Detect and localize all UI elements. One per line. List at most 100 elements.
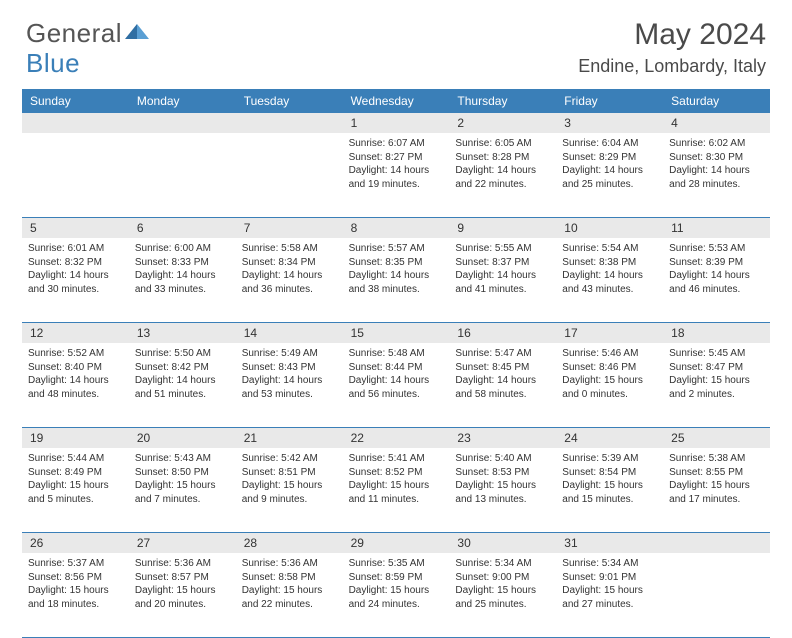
calendar-cell: Sunrise: 6:02 AMSunset: 8:30 PMDaylight:…	[663, 133, 770, 217]
day-number: 23	[449, 428, 556, 448]
day2-text: and 43 minutes.	[562, 283, 657, 297]
cell-content: Sunrise: 6:02 AMSunset: 8:30 PMDaylight:…	[669, 137, 764, 191]
sunset-text: Sunset: 8:51 PM	[242, 466, 337, 480]
cell-content: Sunrise: 5:34 AMSunset: 9:00 PMDaylight:…	[455, 557, 550, 611]
weekday-tuesday: Tuesday	[236, 89, 343, 113]
cell-content: Sunrise: 5:36 AMSunset: 8:57 PMDaylight:…	[135, 557, 230, 611]
cell-content: Sunrise: 5:42 AMSunset: 8:51 PMDaylight:…	[242, 452, 337, 506]
day1-text: Daylight: 15 hours	[242, 479, 337, 493]
day-number: 31	[556, 533, 663, 553]
day-number: 3	[556, 113, 663, 133]
sunset-text: Sunset: 8:45 PM	[455, 361, 550, 375]
day1-text: Daylight: 14 hours	[28, 269, 123, 283]
day1-text: Daylight: 15 hours	[135, 479, 230, 493]
sunrise-text: Sunrise: 5:49 AM	[242, 347, 337, 361]
cell-content: Sunrise: 5:48 AMSunset: 8:44 PMDaylight:…	[349, 347, 444, 401]
day2-text: and 5 minutes.	[28, 493, 123, 507]
sunrise-text: Sunrise: 5:39 AM	[562, 452, 657, 466]
day1-text: Daylight: 15 hours	[349, 584, 444, 598]
calendar: Sunday Monday Tuesday Wednesday Thursday…	[22, 89, 770, 638]
daynum-row: 262728293031	[22, 533, 770, 553]
cell-content: Sunrise: 5:52 AMSunset: 8:40 PMDaylight:…	[28, 347, 123, 401]
brand-text-1: General	[26, 18, 122, 49]
calendar-cell: Sunrise: 5:42 AMSunset: 8:51 PMDaylight:…	[236, 448, 343, 532]
daynum-row: 12131415161718	[22, 323, 770, 343]
day2-text: and 25 minutes.	[455, 598, 550, 612]
day1-text: Daylight: 15 hours	[669, 479, 764, 493]
calendar-cell: Sunrise: 5:53 AMSunset: 8:39 PMDaylight:…	[663, 238, 770, 322]
sunset-text: Sunset: 8:42 PM	[135, 361, 230, 375]
sunrise-text: Sunrise: 6:05 AM	[455, 137, 550, 151]
sunrise-text: Sunrise: 5:50 AM	[135, 347, 230, 361]
sunset-text: Sunset: 8:59 PM	[349, 571, 444, 585]
cell-content: Sunrise: 5:43 AMSunset: 8:50 PMDaylight:…	[135, 452, 230, 506]
cell-content: Sunrise: 5:45 AMSunset: 8:47 PMDaylight:…	[669, 347, 764, 401]
sunset-text: Sunset: 8:28 PM	[455, 151, 550, 165]
day2-text: and 19 minutes.	[349, 178, 444, 192]
day1-text: Daylight: 14 hours	[135, 269, 230, 283]
sunrise-text: Sunrise: 6:07 AM	[349, 137, 444, 151]
cell-content: Sunrise: 6:07 AMSunset: 8:27 PMDaylight:…	[349, 137, 444, 191]
day-number: 21	[236, 428, 343, 448]
weekday-friday: Friday	[556, 89, 663, 113]
sunrise-text: Sunrise: 5:37 AM	[28, 557, 123, 571]
cell-content: Sunrise: 5:41 AMSunset: 8:52 PMDaylight:…	[349, 452, 444, 506]
cell-content: Sunrise: 5:50 AMSunset: 8:42 PMDaylight:…	[135, 347, 230, 401]
calendar-cell: Sunrise: 5:37 AMSunset: 8:56 PMDaylight:…	[22, 553, 129, 637]
brand-sub: Blue	[26, 48, 80, 79]
day1-text: Daylight: 14 hours	[135, 374, 230, 388]
day-number: 16	[449, 323, 556, 343]
sunrise-text: Sunrise: 6:01 AM	[28, 242, 123, 256]
day2-text: and 28 minutes.	[669, 178, 764, 192]
day2-text: and 48 minutes.	[28, 388, 123, 402]
calendar-cell: Sunrise: 5:50 AMSunset: 8:42 PMDaylight:…	[129, 343, 236, 427]
day-number: 24	[556, 428, 663, 448]
sunset-text: Sunset: 8:50 PM	[135, 466, 230, 480]
day2-text: and 27 minutes.	[562, 598, 657, 612]
sunset-text: Sunset: 8:39 PM	[669, 256, 764, 270]
calendar-cell: Sunrise: 5:48 AMSunset: 8:44 PMDaylight:…	[343, 343, 450, 427]
day-number: 29	[343, 533, 450, 553]
calendar-row: Sunrise: 5:37 AMSunset: 8:56 PMDaylight:…	[22, 553, 770, 638]
cell-content: Sunrise: 6:00 AMSunset: 8:33 PMDaylight:…	[135, 242, 230, 296]
day1-text: Daylight: 14 hours	[562, 269, 657, 283]
day2-text: and 36 minutes.	[242, 283, 337, 297]
sunset-text: Sunset: 8:35 PM	[349, 256, 444, 270]
cell-content: Sunrise: 6:04 AMSunset: 8:29 PMDaylight:…	[562, 137, 657, 191]
sunrise-text: Sunrise: 5:52 AM	[28, 347, 123, 361]
sunset-text: Sunset: 9:00 PM	[455, 571, 550, 585]
sunrise-text: Sunrise: 5:42 AM	[242, 452, 337, 466]
cell-content: Sunrise: 5:49 AMSunset: 8:43 PMDaylight:…	[242, 347, 337, 401]
sunrise-text: Sunrise: 5:58 AM	[242, 242, 337, 256]
day-number: 30	[449, 533, 556, 553]
day1-text: Daylight: 14 hours	[349, 269, 444, 283]
calendar-cell	[22, 133, 129, 217]
calendar-cell: Sunrise: 5:52 AMSunset: 8:40 PMDaylight:…	[22, 343, 129, 427]
sunset-text: Sunset: 9:01 PM	[562, 571, 657, 585]
weekday-sunday: Sunday	[22, 89, 129, 113]
day-number: 5	[22, 218, 129, 238]
day2-text: and 18 minutes.	[28, 598, 123, 612]
sunset-text: Sunset: 8:44 PM	[349, 361, 444, 375]
daynum-row: 567891011	[22, 218, 770, 238]
day1-text: Daylight: 14 hours	[349, 374, 444, 388]
day1-text: Daylight: 14 hours	[455, 164, 550, 178]
day1-text: Daylight: 15 hours	[562, 374, 657, 388]
sunrise-text: Sunrise: 6:00 AM	[135, 242, 230, 256]
cell-content: Sunrise: 5:40 AMSunset: 8:53 PMDaylight:…	[455, 452, 550, 506]
sunset-text: Sunset: 8:49 PM	[28, 466, 123, 480]
day2-text: and 46 minutes.	[669, 283, 764, 297]
sunset-text: Sunset: 8:32 PM	[28, 256, 123, 270]
cell-content: Sunrise: 5:57 AMSunset: 8:35 PMDaylight:…	[349, 242, 444, 296]
calendar-cell: Sunrise: 6:07 AMSunset: 8:27 PMDaylight:…	[343, 133, 450, 217]
day2-text: and 25 minutes.	[562, 178, 657, 192]
sunset-text: Sunset: 8:52 PM	[349, 466, 444, 480]
sunrise-text: Sunrise: 5:54 AM	[562, 242, 657, 256]
day-number: 14	[236, 323, 343, 343]
day1-text: Daylight: 15 hours	[28, 479, 123, 493]
sunrise-text: Sunrise: 5:35 AM	[349, 557, 444, 571]
day2-text: and 11 minutes.	[349, 493, 444, 507]
sunrise-text: Sunrise: 5:41 AM	[349, 452, 444, 466]
cell-content: Sunrise: 5:53 AMSunset: 8:39 PMDaylight:…	[669, 242, 764, 296]
day-number: 10	[556, 218, 663, 238]
